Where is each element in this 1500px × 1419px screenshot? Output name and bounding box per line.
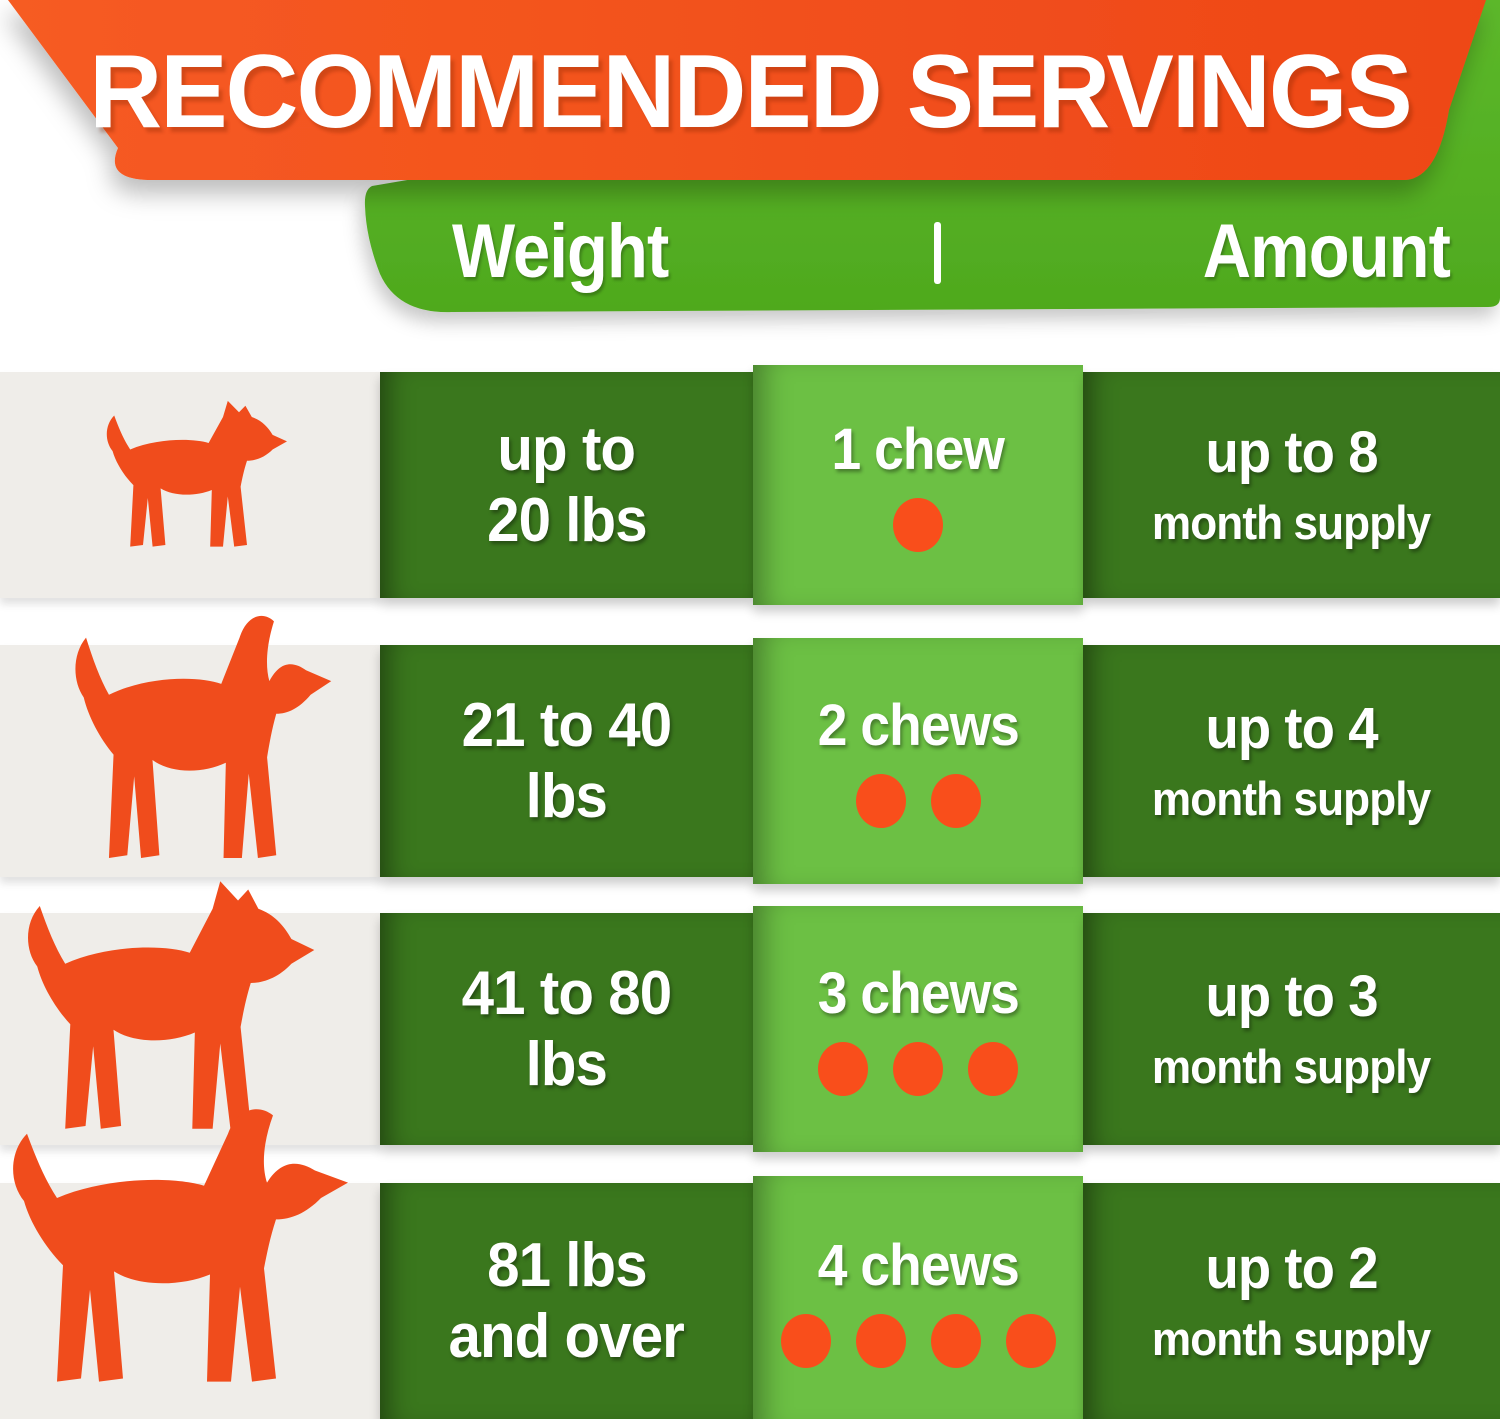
chew-count-label: 3 chews	[817, 961, 1019, 1027]
chew-dot-icon	[780, 1313, 831, 1368]
serving-row-81-lbs-and-over: 81 lbs and over 4 chews up to 2 month su…	[0, 1109, 1500, 1419]
chew-dots	[893, 497, 943, 552]
extra-large-dog-icon	[13, 1109, 349, 1382]
medium-dog-icon	[75, 615, 332, 858]
supply-cell: up to 3 month supply	[1083, 913, 1500, 1145]
weight-line1: 81 lbs	[486, 1230, 648, 1300]
chew-dot-icon	[893, 1041, 943, 1096]
weight-line1: 21 to 40	[461, 690, 672, 760]
chew-dot-icon	[930, 773, 981, 828]
chew-dots	[818, 1041, 1018, 1096]
chew-count-label: 4 chews	[817, 1233, 1019, 1299]
weight-line2: and over	[448, 1302, 685, 1371]
supply-line2: month supply	[1152, 496, 1431, 550]
weight-line2: lbs	[525, 762, 608, 831]
column-header-weight: Weight	[452, 209, 669, 294]
chew-dot-icon	[818, 1041, 868, 1096]
weight-line1: 41 to 80	[461, 958, 672, 1028]
supply-cell: up to 4 month supply	[1083, 645, 1500, 877]
large-dog-icon	[28, 881, 315, 1129]
chew-dot-icon	[1005, 1313, 1056, 1368]
amount-cell: 1 chew	[753, 365, 1083, 605]
serving-row-up-to-20-lbs: up to 20 lbs 1 chew up to 8 month supply	[0, 365, 1500, 605]
small-dog-icon	[106, 400, 287, 547]
amount-cell: 4 chews	[753, 1176, 1083, 1419]
weight-line2: lbs	[525, 1030, 608, 1099]
supply-line1: up to 2	[1205, 1236, 1378, 1302]
chew-dot-icon	[855, 773, 906, 828]
supply-line2: month supply	[1152, 772, 1431, 826]
banner-shapes	[8, 0, 1500, 313]
amount-cell: 3 chews	[753, 906, 1083, 1152]
weight-cell: 41 to 80 lbs	[380, 913, 753, 1145]
weight-line2: 20 lbs	[486, 486, 648, 555]
page-title: RECOMMENDED SERVINGS	[89, 34, 1412, 150]
weight-line1: up to	[497, 414, 637, 484]
supply-line2: month supply	[1152, 1040, 1431, 1094]
chew-dots	[780, 1313, 1056, 1368]
serving-row-21-to-40-lbs: 21 to 40 lbs 2 chews up to 4 month suppl…	[0, 615, 1500, 884]
column-separator: |	[934, 222, 941, 284]
chew-dots	[855, 773, 981, 828]
chew-dot-icon	[968, 1041, 1018, 1096]
supply-line1: up to 8	[1205, 420, 1378, 486]
chew-dot-icon	[893, 497, 943, 552]
supply-line2: month supply	[1152, 1312, 1431, 1366]
serving-row-41-to-80-lbs: 41 to 80 lbs 3 chews up to 3 month suppl…	[0, 881, 1500, 1152]
supply-cell: up to 2 month supply	[1083, 1183, 1500, 1419]
chew-dot-icon	[930, 1313, 981, 1368]
supply-line1: up to 4	[1205, 696, 1378, 762]
chew-dot-icon	[855, 1313, 906, 1368]
chew-count-label: 1 chew	[831, 417, 1005, 483]
supply-cell: up to 8 month supply	[1083, 372, 1500, 598]
supply-line1: up to 3	[1205, 964, 1378, 1030]
weight-cell: up to 20 lbs	[380, 372, 753, 598]
chew-count-label: 2 chews	[817, 693, 1019, 759]
column-header-amount: Amount	[1202, 209, 1451, 294]
weight-cell: 81 lbs and over	[380, 1183, 753, 1419]
amount-cell: 2 chews	[753, 638, 1083, 884]
title-banner-orange	[8, 0, 1486, 180]
weight-cell: 21 to 40 lbs	[380, 645, 753, 877]
